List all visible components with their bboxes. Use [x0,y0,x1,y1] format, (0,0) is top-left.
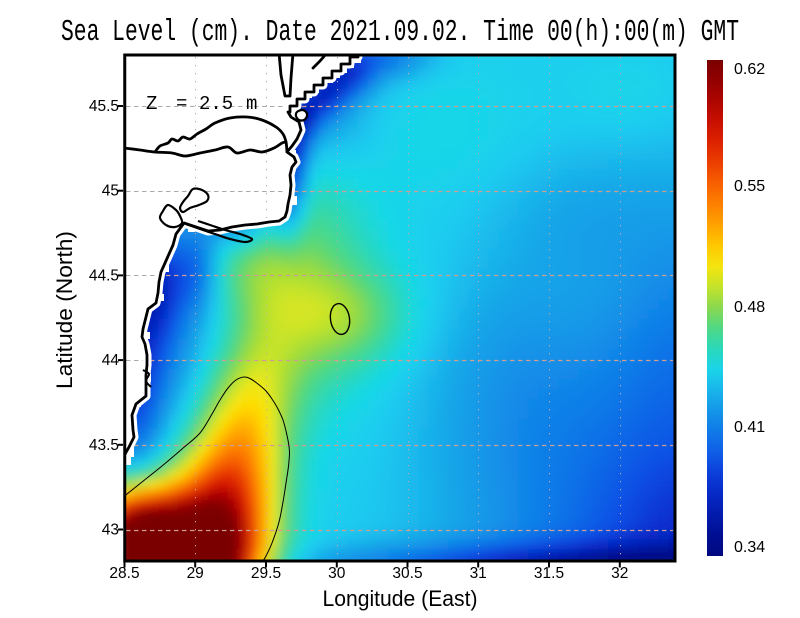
svg-text:45: 45 [102,183,119,200]
svg-text:0.55: 0.55 [734,178,765,195]
svg-text:0.34: 0.34 [734,539,765,556]
svg-text:31.5: 31.5 [534,565,564,582]
svg-text:30: 30 [328,565,346,582]
svg-text:32: 32 [611,565,628,582]
svg-text:44.5: 44.5 [89,267,119,284]
svg-text:Z: Z [146,93,157,115]
svg-text:Longitude (East): Longitude (East) [323,586,478,611]
svg-text:29: 29 [187,565,204,582]
svg-text:2.5: 2.5 [199,93,233,115]
svg-text:31: 31 [470,565,487,582]
svg-text:m: m [246,93,257,115]
svg-text:=: = [176,93,187,115]
svg-text:Latitude (North): Latitude (North) [52,231,77,389]
svg-text:45.5: 45.5 [89,98,119,115]
svg-text:29.5: 29.5 [251,565,281,582]
svg-text:43: 43 [102,522,119,539]
svg-text:0.41: 0.41 [734,419,765,436]
svg-text:43.5: 43.5 [89,437,119,454]
svg-text:44: 44 [102,352,120,369]
svg-text:0.48: 0.48 [734,299,765,316]
svg-text:30.5: 30.5 [392,565,422,582]
svg-text:28.5: 28.5 [109,565,139,582]
svg-text:0.62: 0.62 [734,61,765,78]
svg-text:Sea Level (cm). Date 2021.09.0: Sea Level (cm). Date 2021.09.02. Time 00… [61,15,739,50]
